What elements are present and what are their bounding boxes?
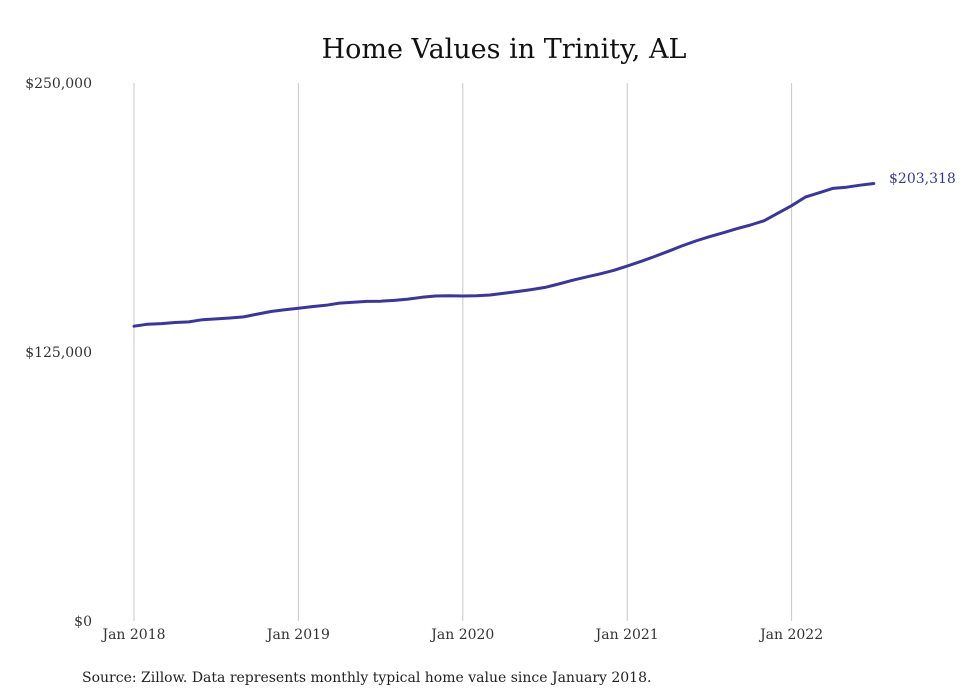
y-tick-label: $125,000 [25, 345, 92, 361]
x-axis-tick-labels: Jan 2018 Jan 2019 Jan 2020 Jan 2021 Jan 2022 [100, 627, 823, 643]
y-tick-label: $250,000 [25, 76, 92, 92]
y-axis-tick-labels: $0 $125,000 $250,000 [25, 76, 92, 630]
x-tick-label: Jan 2021 [594, 627, 659, 643]
series-group [132, 182, 876, 328]
end-value-label: $203,318 [889, 171, 956, 187]
x-tick-label: Jan 2022 [758, 627, 823, 643]
x-tick-label: Jan 2020 [429, 627, 494, 643]
chart-title: Home Values in Trinity, AL [322, 34, 687, 65]
series-line-0 [132, 182, 876, 328]
source-note: Source: Zillow. Data represents monthly … [82, 670, 651, 686]
x-tick-label: Jan 2019 [265, 627, 330, 643]
x-tick-label: Jan 2018 [100, 627, 165, 643]
y-tick-label: $0 [74, 614, 92, 630]
vertical-gridlines [133, 83, 793, 621]
